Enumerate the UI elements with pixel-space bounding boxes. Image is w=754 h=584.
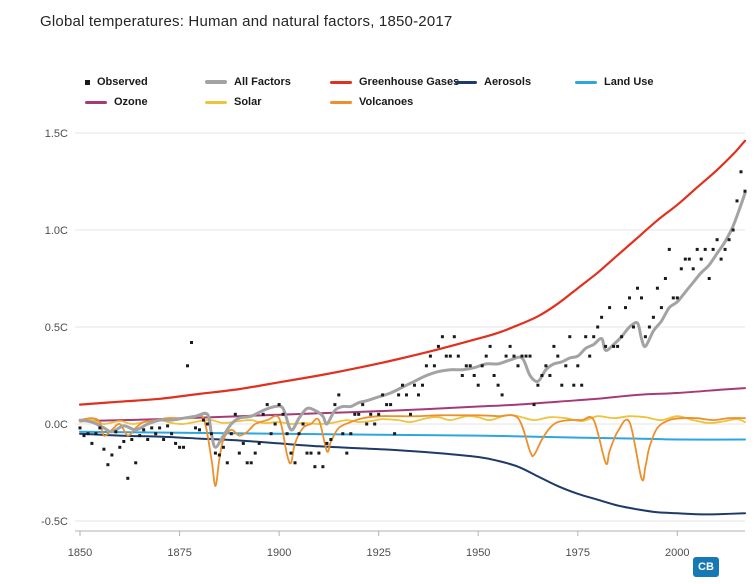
svg-text:-0.5C: -0.5C [41, 516, 68, 528]
series-ozone [79, 387, 746, 423]
legend-label: Volcanoes [359, 96, 414, 108]
svg-text:0.0C: 0.0C [45, 419, 68, 431]
legend-item-all-factors: All Factors [205, 76, 330, 88]
ozone-line-icon [85, 100, 107, 104]
y-axis-labels: 1.5C 1.0C 0.5C 0.0C -0.5C [41, 128, 68, 528]
legend-label: Greenhouse Gases [359, 76, 460, 88]
svg-text:1.0C: 1.0C [45, 225, 68, 237]
page-title: Global temperatures: Human and natural f… [40, 13, 453, 30]
observed-points [78, 170, 747, 480]
legend-item-observed: Observed [85, 76, 205, 88]
series-land-use [79, 430, 746, 441]
svg-text:1.5C: 1.5C [45, 128, 68, 140]
svg-text:1900: 1900 [267, 547, 291, 559]
chart-legend: Observed All Factors Greenhouse Gases Ae… [85, 76, 695, 108]
legend-item-land-use: Land Use [575, 76, 695, 88]
legend-label: Observed [97, 76, 148, 88]
svg-text:0.5C: 0.5C [45, 322, 68, 334]
legend-label: All Factors [234, 76, 291, 88]
svg-text:1925: 1925 [366, 547, 390, 559]
gridlines [75, 132, 745, 522]
series-greenhouse-gases [78, 139, 747, 406]
series-aerosols [79, 432, 746, 516]
svg-text:1975: 1975 [566, 547, 590, 559]
legend-label: Aerosols [484, 76, 532, 88]
solar-line-icon [205, 100, 227, 104]
volcanoes-line-icon [330, 100, 352, 104]
x-axis: 1850 1875 1900 1925 1950 1975 2000 [68, 530, 745, 559]
svg-text:1850: 1850 [68, 547, 92, 559]
legend-label: Land Use [604, 76, 654, 88]
all-factors-line-icon [205, 80, 227, 84]
legend-label: Solar [234, 96, 262, 108]
carbonbrief-logo: CB [693, 557, 719, 577]
legend-label: Ozone [114, 96, 148, 108]
svg-text:1950: 1950 [466, 547, 490, 559]
aerosols-line-icon [455, 80, 477, 84]
svg-text:1875: 1875 [167, 547, 191, 559]
series-solar [79, 414, 746, 425]
land-use-line-icon [575, 80, 597, 84]
legend-item-greenhouse-gases: Greenhouse Gases [330, 76, 459, 88]
legend-item-solar: Solar [205, 96, 330, 108]
series-all-factors [78, 191, 747, 449]
greenhouse-gases-line-icon [330, 80, 352, 84]
legend-item-aerosols: Aerosols [455, 76, 575, 88]
legend-item-volcanoes: Volcanoes [330, 96, 455, 108]
legend-item-ozone: Ozone [85, 96, 205, 108]
svg-text:2000: 2000 [665, 547, 689, 559]
observed-marker-icon [85, 79, 90, 85]
